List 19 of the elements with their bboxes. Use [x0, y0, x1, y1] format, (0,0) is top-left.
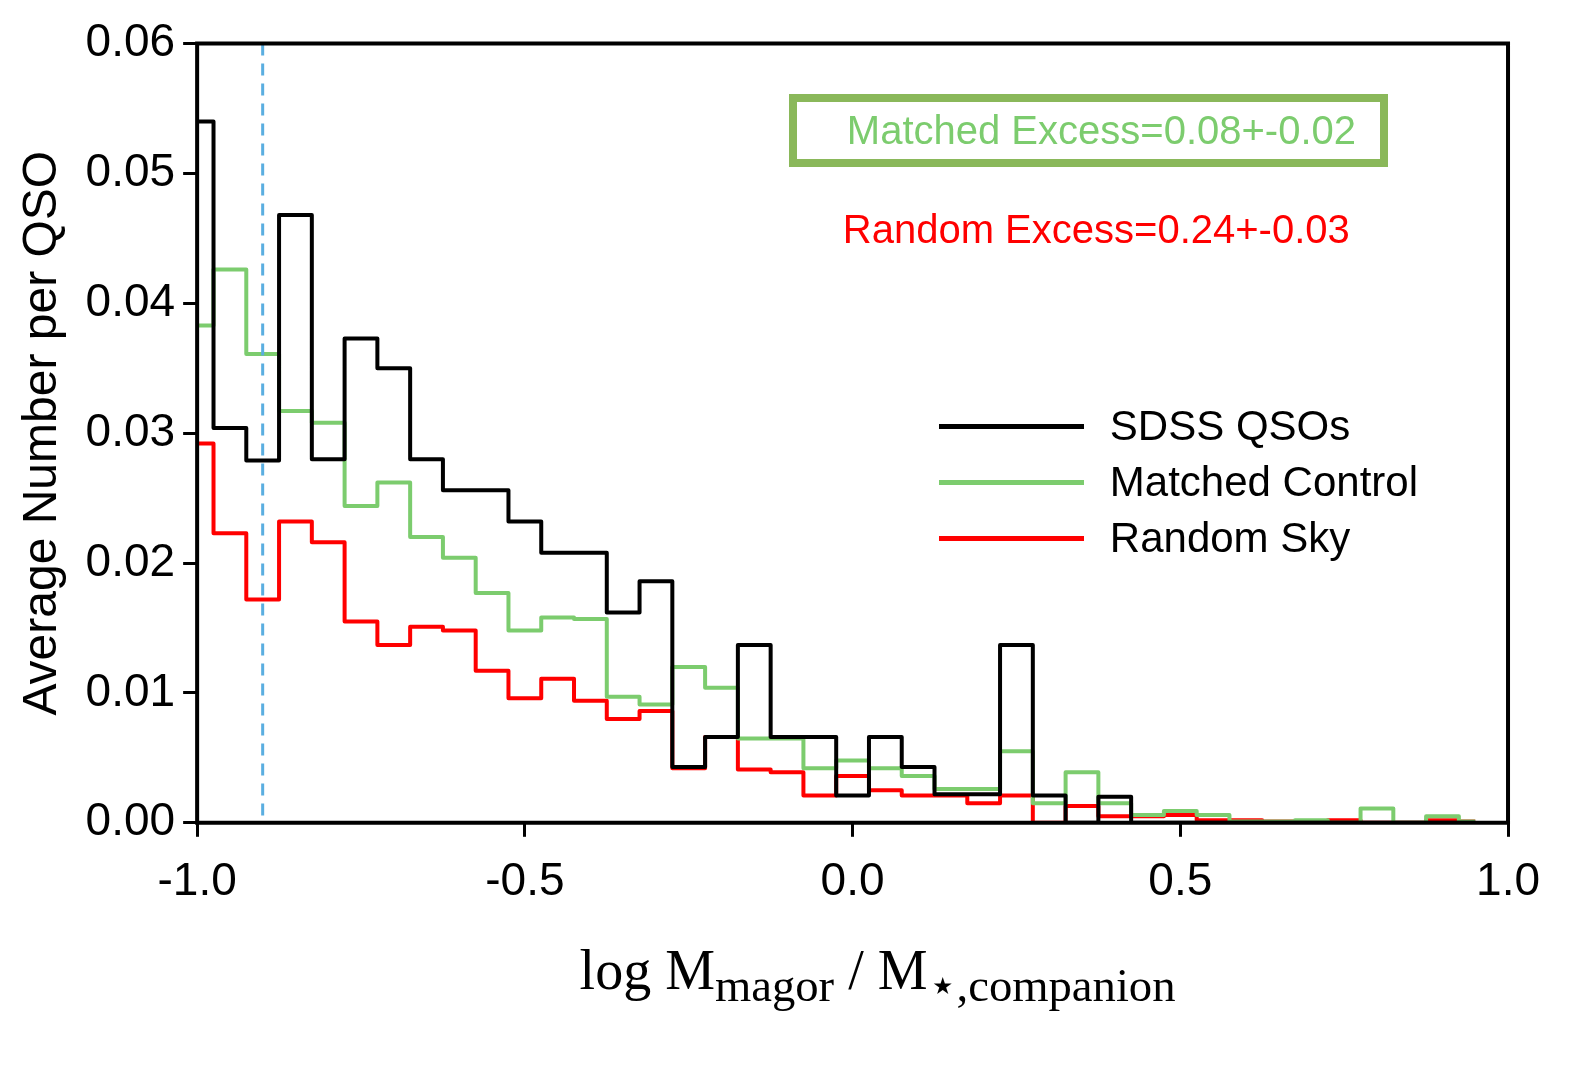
- y-tick-label: 0.02: [85, 533, 176, 586]
- y-tick-label: 0.00: [85, 793, 176, 846]
- x-tick-label: -1.0: [157, 853, 237, 906]
- annotation: Matched Excess=0.08+-0.02: [788, 93, 1389, 167]
- y-tick-label: 0.03: [85, 403, 176, 456]
- legend-label: SDSS QSOs: [1109, 402, 1351, 451]
- y-tick-label: 0.01: [85, 663, 176, 716]
- y-tick-label: 0.05: [85, 144, 176, 197]
- y-tick-label: 0.06: [85, 14, 176, 67]
- x-tick-label: 0.0: [820, 853, 885, 906]
- y-axis-title: Average Number per QSO: [13, 150, 67, 716]
- x-axis-title: log M$_{magor}$ / M$_{⋆,companion}$: [578, 938, 1177, 1013]
- y-tick-label: 0.04: [85, 274, 176, 327]
- legend-label: Matched Control: [1109, 458, 1419, 507]
- legend-label: Random Sky: [1109, 514, 1351, 563]
- x-tick-label: 0.5: [1148, 853, 1213, 906]
- x-tick-label: -0.5: [485, 853, 565, 906]
- x-tick-label: 1.0: [1476, 853, 1540, 906]
- annotation: Random Excess=0.24+-0.03: [841, 206, 1350, 252]
